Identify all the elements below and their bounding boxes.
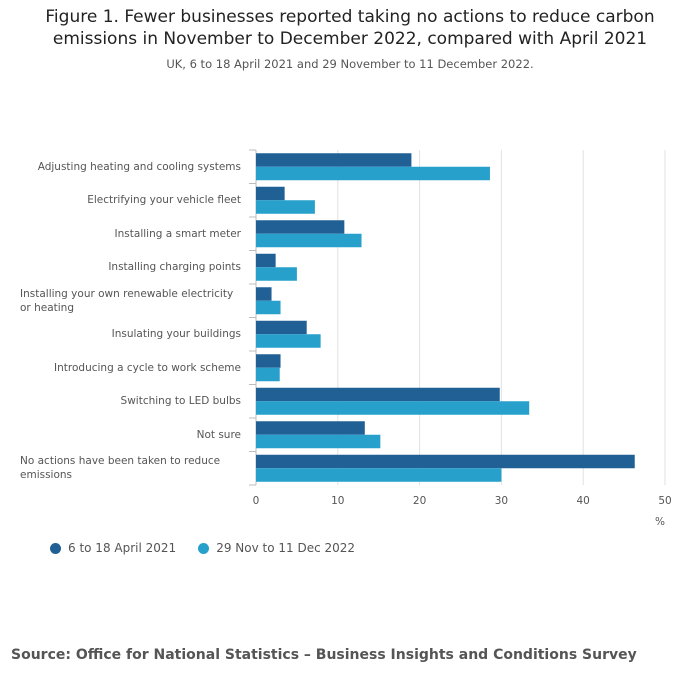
legend-item-2021[interactable]: 6 to 18 April 2021 xyxy=(50,541,176,555)
category-label-line: Not sure xyxy=(196,428,241,441)
category-label-line: Insulating your buildings xyxy=(111,328,241,341)
x-tick-label-20: 20 xyxy=(412,495,427,507)
x-tick-label-10: 10 xyxy=(331,495,345,507)
bar-2021-6 xyxy=(256,354,281,368)
legend-marker-2022 xyxy=(198,542,210,554)
category-label-7: Switching to LED bulbs xyxy=(121,394,241,408)
source-note: Source: Office for National Statistics –… xyxy=(11,647,637,663)
category-label-line: emissions xyxy=(20,469,73,482)
bar-2021-9 xyxy=(256,454,635,469)
chart-title-line-2: emissions in November to December 2022, … xyxy=(52,29,648,49)
x-tick-label-0: 0 xyxy=(252,495,260,507)
legend: 6 to 18 April 2021 29 Nov to 11 Dec 2022 xyxy=(50,541,355,555)
category-label-line: Installing your own renewable electricit… xyxy=(20,287,234,300)
x-tick-label-30: 30 xyxy=(494,495,509,507)
bar-2022-8 xyxy=(256,434,381,449)
x-axis-unit-label: % xyxy=(655,516,665,528)
bar-2022-7 xyxy=(256,401,530,415)
category-label-9: No actions have been taken to reduce emis… xyxy=(20,454,220,482)
category-label-0: Adjusting heating and cooling systems xyxy=(38,160,241,174)
category-label-line: Installing charging points xyxy=(108,261,241,274)
legend-marker-2021 xyxy=(50,542,61,554)
category-label-4: Installing your own renewable electricit… xyxy=(20,287,233,315)
category-label-line: or heating xyxy=(20,301,74,314)
x-tick-label-50: 50 xyxy=(658,495,672,507)
bar-2021-5 xyxy=(256,320,307,335)
bar-2021-1 xyxy=(256,186,285,201)
legend-label-2021: 6 to 18 April 2021 xyxy=(68,541,177,555)
bar-2022-0 xyxy=(256,166,490,181)
chart-title-line-1: Figure 1. Fewer businesses reported taki… xyxy=(45,7,655,27)
bar-2022-4 xyxy=(256,300,281,315)
bar-2021-8 xyxy=(256,421,365,435)
category-label-line: Introducing a cycle to work scheme xyxy=(54,361,241,374)
bar-2021-2 xyxy=(256,220,345,234)
category-label-1: Electrifying your vehicle fleet xyxy=(87,193,241,207)
bar-2022-5 xyxy=(256,334,321,348)
bar-2021-0 xyxy=(256,153,412,167)
category-label-3: Installing charging points xyxy=(108,260,241,274)
bar-2022-6 xyxy=(256,367,280,382)
bar-2021-3 xyxy=(256,253,276,268)
bar-2021-4 xyxy=(256,287,272,301)
category-label-5: Insulating your buildings xyxy=(112,327,241,341)
bar-2022-9 xyxy=(256,468,502,482)
bar-2021-7 xyxy=(256,387,500,402)
chart-subtitle: UK, 6 to 18 April 2021 and 29 November t… xyxy=(166,57,534,71)
legend-label-2022: 29 Nov to 11 Dec 2022 xyxy=(216,541,356,555)
category-label-2: Installing a smart meter xyxy=(115,227,241,241)
bar-2022-1 xyxy=(256,200,315,214)
category-label-6: Introducing a cycle to work scheme xyxy=(54,361,241,375)
category-label-line: Adjusting heating and cooling systems xyxy=(37,160,241,173)
category-label-8: Not sure xyxy=(197,428,241,442)
category-label-line: Switching to LED bulbs xyxy=(120,395,241,408)
category-label-line: No actions have been taken to reduce xyxy=(20,455,221,468)
bar-2022-2 xyxy=(256,233,362,248)
category-label-line: Installing a smart meter xyxy=(114,227,241,240)
category-label-line: Electrifying your vehicle fleet xyxy=(87,194,241,207)
legend-item-2022[interactable]: 29 Nov to 11 Dec 2022 xyxy=(198,541,355,555)
bar-2022-3 xyxy=(256,267,297,281)
x-tick-label-40: 40 xyxy=(576,495,590,507)
chart-title: Figure 1. Fewer businesses reported taki… xyxy=(0,6,700,50)
